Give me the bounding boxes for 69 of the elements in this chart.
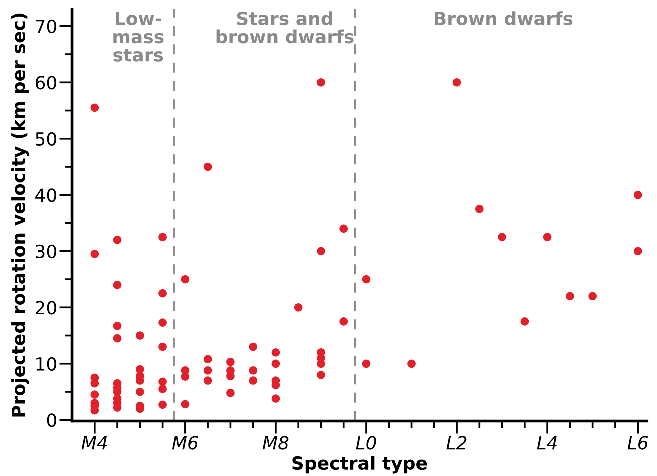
x-tick-label: L4	[537, 436, 558, 450]
point	[317, 247, 326, 256]
point	[158, 318, 167, 327]
point	[158, 342, 167, 352]
x-tick-label: L2	[446, 436, 467, 450]
point	[588, 292, 597, 301]
annotation: Low- mass stars	[114, 12, 164, 62]
point	[136, 332, 144, 340]
point	[249, 376, 258, 385]
point	[181, 372, 190, 381]
point	[520, 318, 530, 326]
x-tick-label: L0	[356, 436, 376, 450]
point	[362, 360, 371, 368]
annotation: Stars and brown dwarfs	[216, 12, 354, 44]
point	[226, 358, 235, 366]
y-tick-label: 10	[36, 357, 56, 372]
point	[272, 394, 280, 403]
point	[294, 303, 303, 312]
point	[249, 342, 258, 352]
point	[272, 360, 280, 368]
point	[158, 378, 167, 386]
point	[113, 322, 122, 330]
y-axis-title: Projected rotation velocity (km per sec)	[12, 14, 30, 417]
point	[158, 289, 167, 298]
point	[158, 385, 167, 394]
y-tick-label: 20	[36, 301, 56, 315]
point	[181, 400, 190, 409]
point	[634, 190, 642, 200]
point	[340, 318, 348, 326]
x-tick-label: M4	[82, 436, 108, 450]
point	[90, 104, 100, 112]
point	[204, 162, 212, 172]
point	[317, 370, 326, 380]
y-tick-label: 0	[47, 414, 56, 428]
point	[272, 348, 280, 357]
y-tick-label: 50	[36, 132, 56, 146]
y-tick-label: 30	[36, 244, 56, 259]
point	[204, 376, 212, 385]
point	[204, 355, 212, 364]
point	[90, 390, 100, 399]
point	[158, 400, 167, 410]
point	[317, 78, 326, 87]
y-tick-label: 70	[36, 20, 56, 34]
point	[226, 388, 235, 398]
point	[498, 233, 506, 242]
point	[475, 205, 484, 214]
point	[113, 236, 122, 244]
point	[113, 280, 122, 290]
point	[204, 366, 212, 375]
x-axis-title: Spectral type	[292, 456, 428, 474]
point	[566, 292, 574, 301]
point	[181, 275, 190, 284]
point	[158, 233, 167, 242]
point	[634, 247, 642, 256]
annotation: Brown dwarfs	[434, 12, 573, 26]
x-tick-label: M8	[262, 436, 289, 450]
point	[408, 360, 416, 368]
point	[340, 224, 348, 234]
point	[249, 366, 258, 375]
point	[113, 334, 122, 343]
point	[452, 78, 462, 87]
y-tick-label: 40	[36, 188, 56, 202]
x-tick-label: M6	[172, 436, 198, 450]
point	[136, 388, 144, 396]
point	[543, 233, 552, 242]
point	[90, 250, 100, 258]
y-tick-label: 60	[36, 76, 56, 90]
point	[362, 275, 371, 284]
x-tick-label: L6	[628, 436, 648, 450]
